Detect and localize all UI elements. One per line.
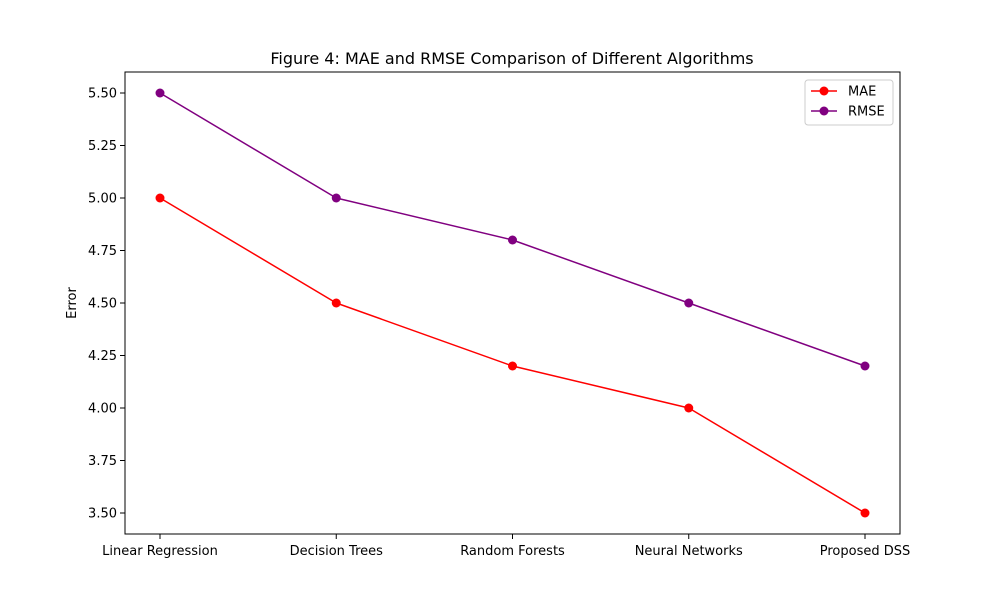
- y-tick-label: 4.50: [88, 297, 117, 312]
- data-point-mae: [155, 193, 165, 203]
- y-tick-label: 3.75: [88, 454, 117, 469]
- data-point-rmse: [508, 235, 517, 245]
- y-tick-label: 4.75: [88, 244, 117, 259]
- y-axis-label: Error: [65, 287, 80, 319]
- series-rmse: [155, 88, 870, 371]
- data-point-mae: [684, 403, 694, 413]
- legend-marker-rmse: [819, 106, 829, 116]
- x-tick-label: Random Forests: [460, 544, 565, 559]
- data-point-mae: [331, 298, 341, 308]
- legend-label-rmse: RMSE: [848, 105, 885, 120]
- y-tick-label: 5.25: [88, 139, 117, 154]
- data-point-mae: [860, 508, 870, 518]
- y-tick-label: 4.00: [88, 402, 117, 417]
- data-point-mae: [508, 361, 517, 371]
- series-line-mae: [159, 197, 866, 514]
- legend-marker-mae: [819, 86, 829, 96]
- y-tick-label: 3.50: [88, 507, 117, 522]
- legend-label-mae: MAE: [848, 85, 876, 100]
- legend: MAE RMSE: [804, 79, 894, 126]
- series-layer: [155, 88, 870, 518]
- x-tick-label: Proposed DSS: [820, 544, 911, 559]
- x-tick-label: Decision Trees: [290, 544, 384, 559]
- y-tick-label: 4.25: [88, 349, 117, 364]
- data-point-rmse: [331, 193, 341, 203]
- series-line-rmse: [159, 92, 866, 367]
- data-point-rmse: [860, 361, 870, 371]
- data-point-rmse: [155, 88, 165, 98]
- chart-title: Figure 4: MAE and RMSE Comparison of Dif…: [270, 49, 753, 68]
- y-axis: 3.50 3.75 4.00 4.25 4.50 4.75 5.00 5.25 5.50: [88, 87, 125, 522]
- data-point-rmse: [684, 298, 694, 308]
- x-tick-label: Linear Regression: [102, 544, 218, 559]
- x-axis: Linear Regression Decision Trees Random Fo…: [102, 534, 910, 559]
- y-tick-label: 5.00: [88, 192, 117, 207]
- y-tick-label: 5.50: [88, 87, 117, 102]
- x-tick-label: Neural Networks: [635, 544, 743, 559]
- series-mae: [155, 193, 870, 518]
